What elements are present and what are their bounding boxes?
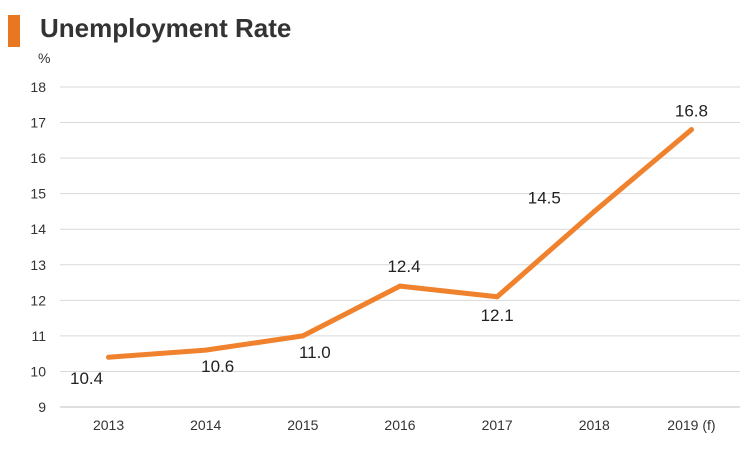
y-tick-label: 14 <box>30 221 46 237</box>
data-point <box>591 208 597 214</box>
data-label: 14.5 <box>528 188 561 207</box>
y-axis-unit-label: % <box>38 50 50 66</box>
series-group <box>106 127 694 360</box>
y-tick-label: 13 <box>30 257 46 273</box>
data-point <box>203 347 209 353</box>
y-tick-label: 9 <box>38 399 46 415</box>
x-tick-label: 2015 <box>287 417 318 433</box>
y-tick-label: 10 <box>30 363 46 379</box>
data-label: 12.1 <box>481 306 514 325</box>
y-tick-label: 18 <box>30 79 46 95</box>
x-tick-label: 2016 <box>384 417 415 433</box>
y-tick-label: 12 <box>30 292 46 308</box>
data-point <box>397 283 403 289</box>
data-label: 10.4 <box>70 369 103 388</box>
x-tick-label: 2018 <box>579 417 610 433</box>
data-point <box>494 294 500 300</box>
y-tick-label: 16 <box>30 150 46 166</box>
data-label: 16.8 <box>675 102 708 121</box>
x-axis-ticks: 2013 2014 2015 2016 2017 2018 2019 (f) <box>93 417 716 433</box>
x-tick-label: 2019 (f) <box>667 417 715 433</box>
y-axis-ticks: 9 10 11 12 13 14 15 16 17 18 <box>30 79 46 415</box>
title-accent-bar <box>8 15 20 47</box>
y-tick-label: 15 <box>30 186 46 202</box>
data-label: 11.0 <box>299 343 331 362</box>
x-tick-label: 2017 <box>482 417 513 433</box>
series-line <box>106 127 694 360</box>
data-label: 10.6 <box>201 357 234 376</box>
data-point <box>688 127 694 133</box>
x-tick-label: 2013 <box>93 417 124 433</box>
x-tick-label: 2014 <box>190 417 221 433</box>
data-point <box>300 333 306 339</box>
data-labels: 10.4 10.6 11.0 12.4 12.1 14.5 16.8 <box>70 102 708 389</box>
y-tick-label: 11 <box>31 328 46 344</box>
data-point <box>106 354 112 360</box>
gridlines <box>60 86 740 408</box>
y-tick-label: 17 <box>30 115 46 131</box>
chart-title: Unemployment Rate <box>40 13 292 43</box>
data-label: 12.4 <box>387 257 420 276</box>
